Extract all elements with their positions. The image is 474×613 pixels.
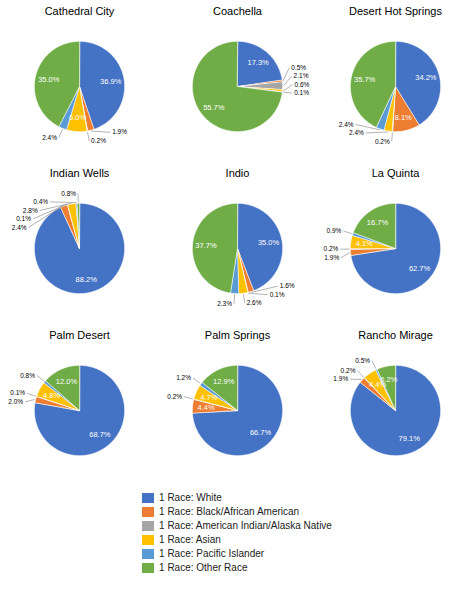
svg-text:0.1%: 0.1% [270,291,285,298]
svg-text:37.7%: 37.7% [195,241,217,250]
svg-text:35.7%: 35.7% [354,75,376,84]
svg-text:1.9%: 1.9% [333,375,348,382]
svg-text:12.9%: 12.9% [213,377,235,386]
svg-text:0.1%: 0.1% [294,89,309,96]
html-text:1 Race: American Indian/Alaska: 1 Race: American Indian/Alaska Native [159,520,332,531]
svg-text:12.0%: 12.0% [56,377,78,386]
svg-text:0.1%: 0.1% [10,389,25,396]
svg-text:Desert Hot Springs: Desert Hot Springs [349,5,442,17]
svg-text:8.1%: 8.1% [395,113,412,122]
svg-text:35.0%: 35.0% [258,238,280,247]
svg-text:1.9%: 1.9% [112,128,127,135]
svg-text:0.2%: 0.2% [375,138,390,145]
svg-text:2.4%: 2.4% [42,134,57,141]
svg-text:2.0%: 2.0% [8,398,23,405]
svg-text:La Quinta: La Quinta [372,167,421,179]
svg-text:66.7%: 66.7% [250,428,272,437]
svg-text:36.9%: 36.9% [100,77,122,86]
svg-text:Indio: Indio [226,167,250,179]
svg-text:4.4%: 4.4% [197,403,214,412]
svg-text:2.3%: 2.3% [217,300,232,307]
svg-text:0.9%: 0.9% [326,227,341,234]
svg-text:0.1%: 0.1% [16,215,31,222]
svg-text:2.4%: 2.4% [12,224,27,231]
svg-text:Cathedral City: Cathedral City [45,5,115,17]
html-text:1 Race: Other Race: 1 Race: Other Race [159,562,248,573]
svg-text:0.2%: 0.2% [324,245,339,252]
svg-text:4.4%: 4.4% [368,379,387,389]
svg-text:0.6%: 0.6% [295,81,310,88]
html-text:1 Race: Asian: 1 Race: Asian [159,534,221,545]
svg-text:Rancho Mirage: Rancho Mirage [358,329,433,341]
svg-text:1.9%: 1.9% [324,254,339,261]
svg-text:0.2%: 0.2% [91,137,106,144]
svg-text:4.7%: 4.7% [200,393,217,402]
svg-text:68.7%: 68.7% [89,430,111,439]
svg-text:1.6%: 1.6% [280,282,295,289]
svg-text:34.2%: 34.2% [415,73,437,82]
html-text:1 Race: White: 1 Race: White [159,492,222,503]
svg-text:62.7%: 62.7% [409,264,431,273]
svg-text:4.8%: 4.8% [43,391,60,400]
html-text:1 Race: Pacific Islander: 1 Race: Pacific Islander [159,548,265,559]
svg-text:0.5%: 0.5% [355,357,370,364]
svg-text:Indian Wells: Indian Wells [50,167,110,179]
svg-text:0.2%: 0.2% [341,367,356,374]
svg-text:0.8%: 0.8% [61,190,76,197]
svg-text:1.2%: 1.2% [176,374,191,381]
svg-text:6.2%: 6.2% [380,375,397,384]
svg-text:2.6%: 2.6% [247,299,262,306]
svg-text:88.2%: 88.2% [76,275,98,284]
svg-text:4.1%: 4.1% [356,239,373,248]
svg-text:0.8%: 0.8% [20,372,35,379]
svg-text:Palm Desert: Palm Desert [49,329,110,341]
svg-text:Coachella: Coachella [213,5,263,17]
svg-text:0.5%: 0.5% [291,64,306,71]
svg-text:Palm Springs: Palm Springs [205,329,271,341]
svg-text:16.7%: 16.7% [367,218,389,227]
svg-text:55.7%: 55.7% [203,103,225,112]
svg-text:2.8%: 2.8% [23,207,38,214]
svg-text:2.4%: 2.4% [339,121,354,128]
svg-text:2.1%: 2.1% [294,72,309,79]
svg-text:35.0%: 35.0% [38,74,60,83]
html-text:1 Race: Black/African American: 1 Race: Black/African American [159,506,300,517]
svg-text:79.1%: 79.1% [399,434,421,443]
svg-text:0.2%: 0.2% [167,393,182,400]
svg-text:0.4%: 0.4% [33,198,48,205]
svg-text:6.0%: 6.0% [69,113,86,122]
svg-text:2.4%: 2.4% [349,129,364,136]
svg-text:17.3%: 17.3% [248,58,270,67]
